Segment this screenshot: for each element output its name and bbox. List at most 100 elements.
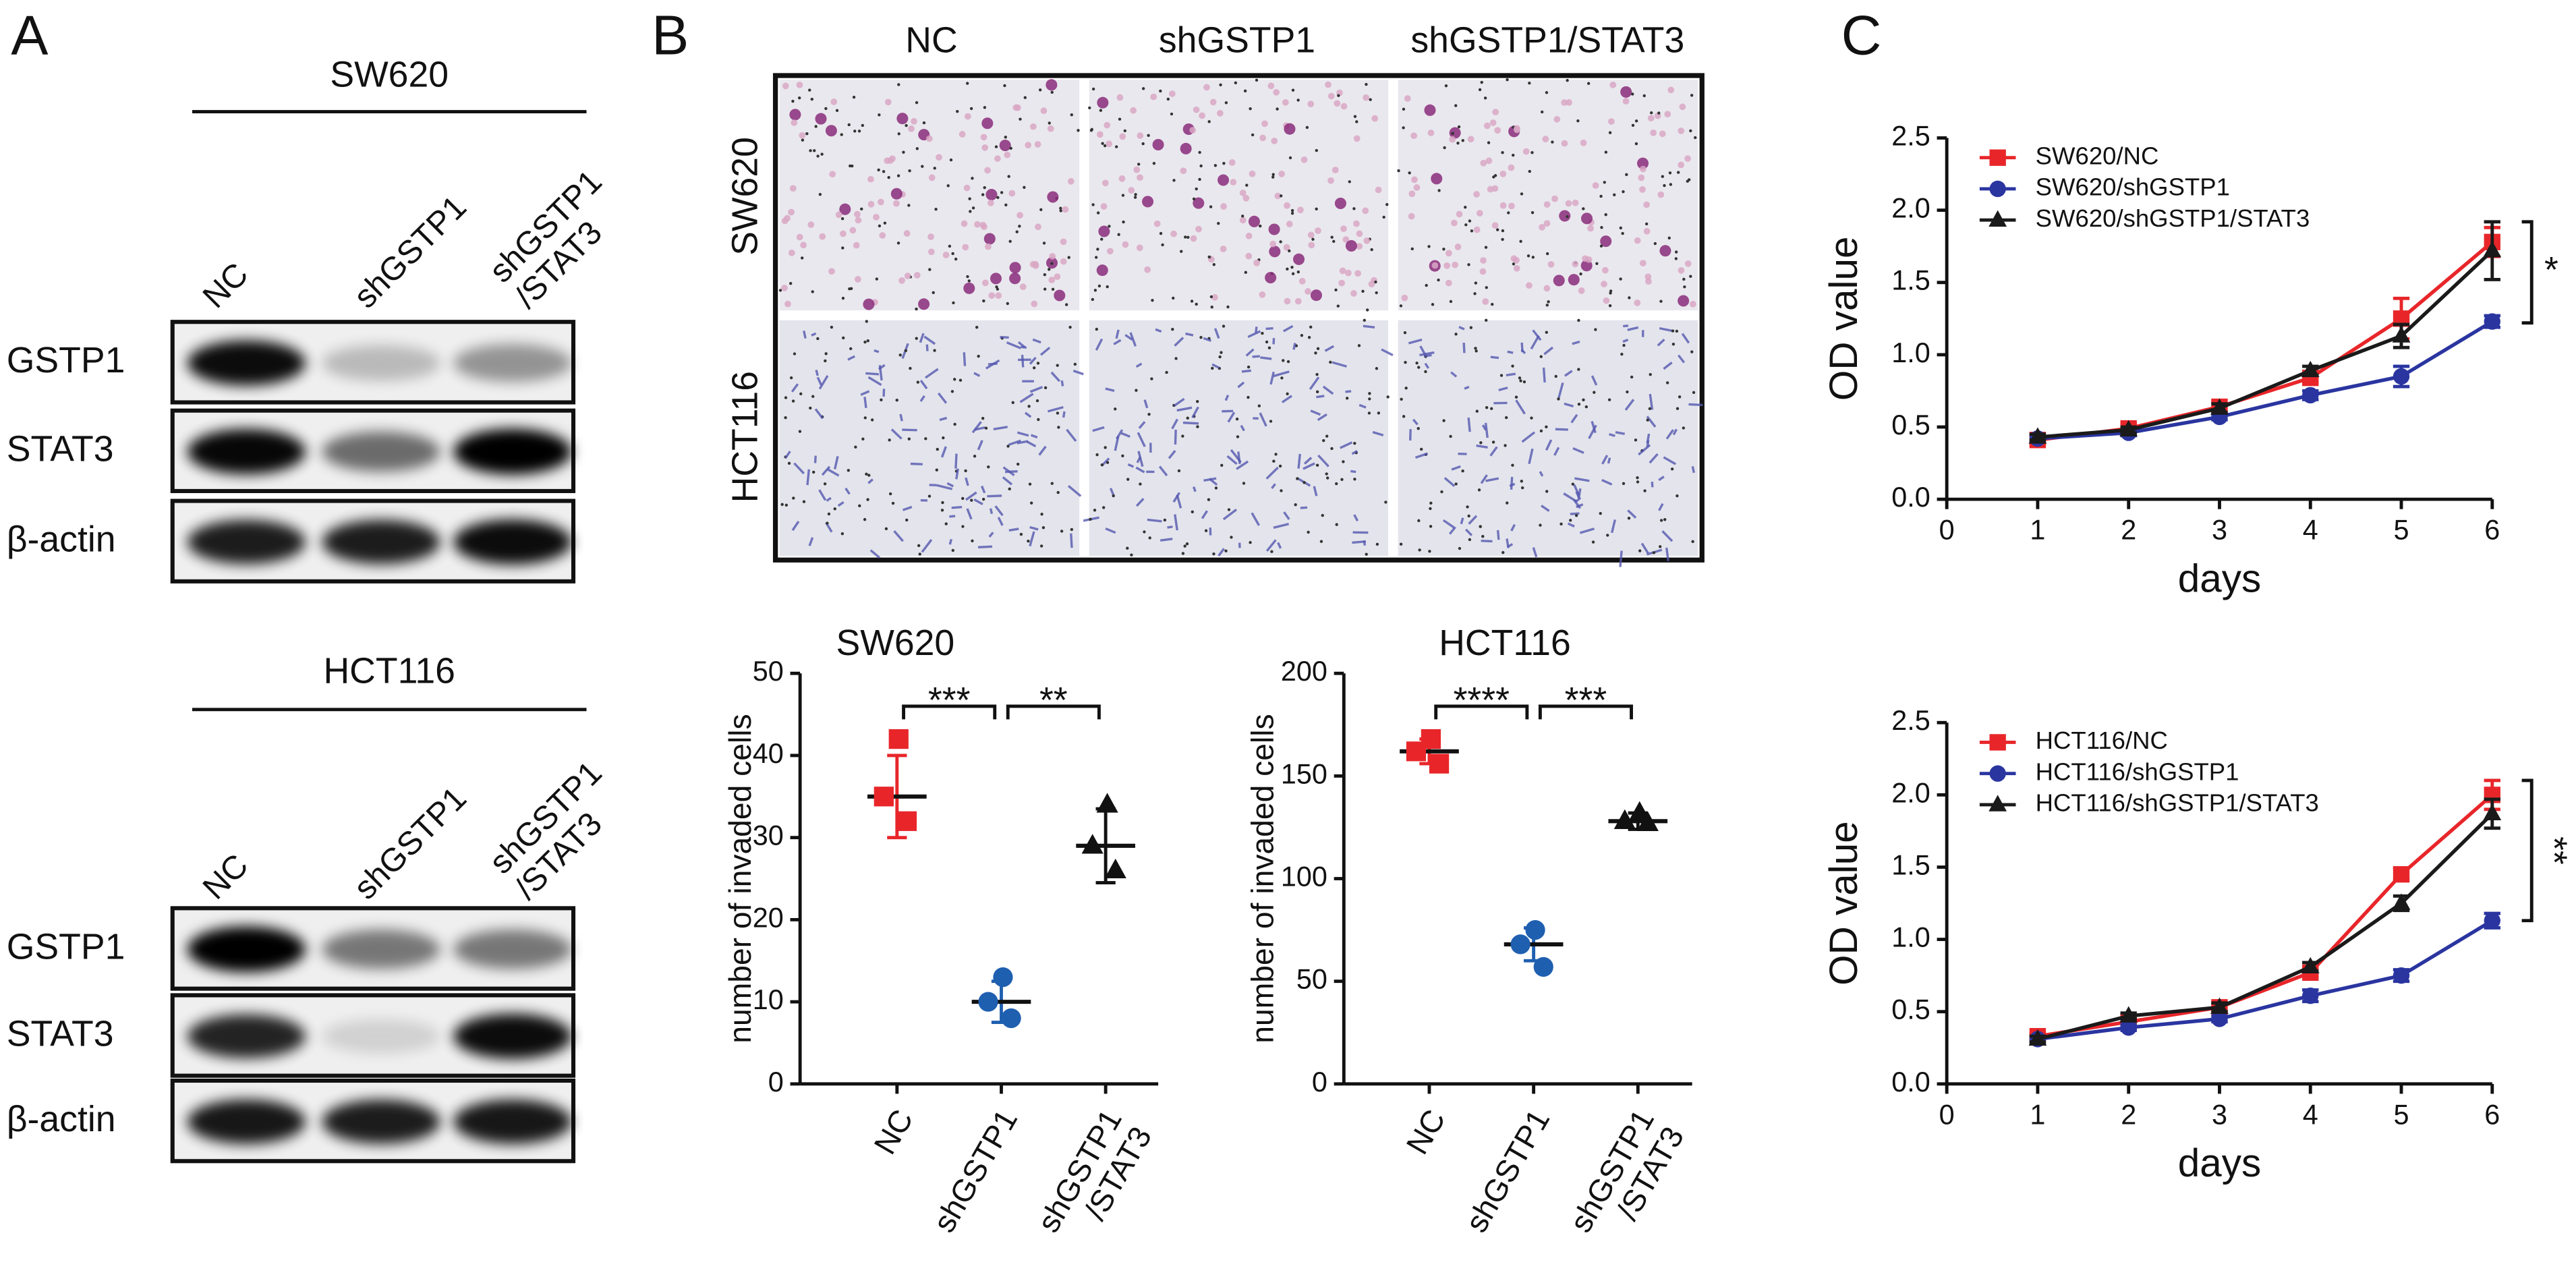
cell: [1412, 418, 1419, 426]
pore: [884, 527, 888, 531]
pore: [1577, 403, 1581, 406]
pore: [970, 499, 973, 502]
cell: [1423, 353, 1432, 358]
pore: [1337, 94, 1340, 97]
pore: [1325, 472, 1328, 476]
pore: [1199, 335, 1203, 339]
cell: [890, 428, 903, 440]
pore: [951, 252, 954, 256]
pore: [1214, 486, 1218, 490]
cell: [1450, 219, 1458, 227]
pore: [1630, 375, 1634, 379]
pore: [1467, 263, 1470, 266]
pore: [1622, 343, 1626, 347]
cell: [1294, 297, 1302, 305]
cell: [1265, 466, 1279, 480]
pore: [1198, 177, 1201, 181]
legend-label: SW620/shGSTP1/STAT3: [2036, 204, 2310, 232]
pore: [897, 83, 900, 86]
series-line: [2037, 320, 2494, 440]
cell: [1310, 289, 1322, 302]
pore: [1088, 106, 1091, 110]
cell: [988, 532, 994, 538]
pore: [863, 517, 867, 521]
pore: [1539, 429, 1543, 433]
cell: [1327, 177, 1334, 184]
pore: [1286, 392, 1289, 396]
pore: [1163, 518, 1167, 522]
pore: [1196, 425, 1199, 428]
image-row-label: SW620: [725, 137, 765, 256]
pore: [878, 113, 881, 117]
cell: [1659, 326, 1673, 333]
cell: [1317, 454, 1329, 467]
pore: [1280, 489, 1283, 492]
y-tick-label: 2.0: [1891, 777, 1930, 808]
cell: [1095, 338, 1104, 351]
protein-label: STAT3: [7, 1014, 114, 1054]
cell: [1255, 326, 1258, 333]
pore: [1023, 96, 1027, 99]
pore: [1480, 80, 1483, 84]
cell: [1113, 339, 1122, 345]
pore: [1427, 245, 1431, 248]
blot-band: [322, 929, 440, 969]
pore: [1311, 237, 1315, 241]
cell: [789, 185, 797, 192]
pore: [1190, 300, 1194, 303]
cell: [839, 203, 851, 215]
pore: [1322, 438, 1325, 443]
cell: [1047, 405, 1064, 413]
pore: [1151, 299, 1154, 302]
cell: [1017, 440, 1029, 445]
cell: [1268, 223, 1280, 235]
cell: [1592, 182, 1599, 189]
pore: [1519, 379, 1522, 382]
cell: [1624, 399, 1635, 411]
pore: [778, 289, 782, 292]
data-point: [2301, 360, 2320, 378]
pore: [1365, 82, 1368, 86]
pore: [1449, 300, 1453, 304]
pore: [942, 436, 945, 440]
legend-marker: [1989, 180, 2006, 198]
cell: [1663, 362, 1673, 370]
pore: [1466, 505, 1469, 509]
pore: [1361, 289, 1365, 293]
pore: [1296, 98, 1300, 102]
cell: [1006, 341, 1022, 349]
cell: [1456, 210, 1463, 218]
cell: [1451, 465, 1461, 471]
pore: [1067, 256, 1070, 259]
cell: [1137, 174, 1143, 181]
cell: [834, 455, 839, 469]
pore: [1186, 235, 1190, 239]
data-point: [874, 787, 894, 807]
pore: [1056, 411, 1060, 415]
cell: [1443, 477, 1456, 487]
pore: [813, 149, 816, 152]
cell: [965, 491, 977, 501]
panel-label: A: [11, 3, 49, 66]
cell: [1362, 207, 1369, 215]
pore: [971, 539, 974, 542]
cell: [994, 155, 1001, 162]
pore: [1683, 285, 1686, 289]
pore: [944, 522, 948, 525]
cell: [1105, 527, 1116, 534]
cell: [973, 498, 983, 506]
pore: [1501, 229, 1505, 233]
pore: [840, 133, 843, 136]
pore: [1181, 552, 1185, 555]
pore: [1468, 219, 1472, 223]
pore: [896, 174, 900, 177]
data-point: [1096, 793, 1118, 813]
pore: [1402, 415, 1406, 418]
pore: [1170, 112, 1174, 116]
cell: [863, 397, 867, 408]
cell: [1046, 79, 1058, 91]
pore: [1212, 262, 1215, 266]
pore: [897, 132, 900, 136]
cell: [990, 273, 1002, 285]
pore: [1676, 407, 1680, 410]
